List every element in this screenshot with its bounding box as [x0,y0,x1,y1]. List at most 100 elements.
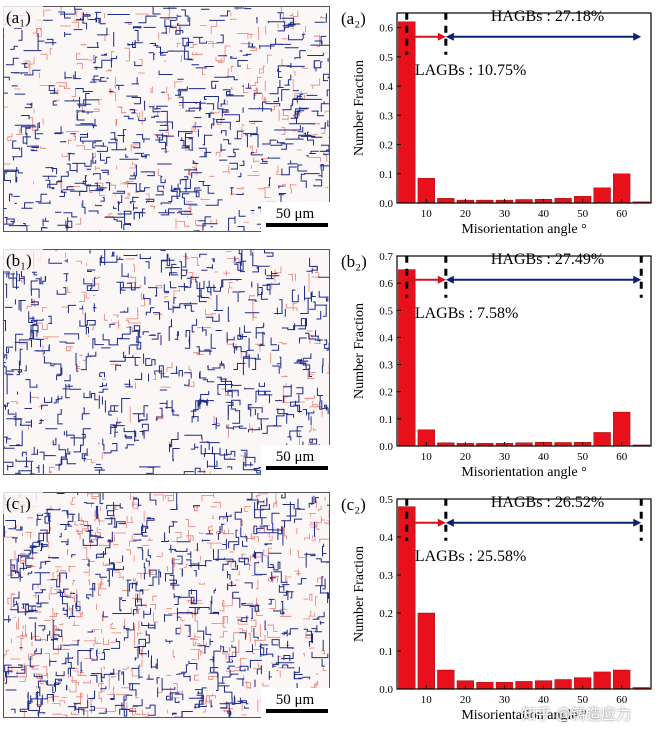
histogram-bar [613,411,631,447]
x-tick-label: 20 [460,694,472,706]
x-tick-label: 10 [421,694,433,706]
histogram-bar [593,187,611,204]
lagb-annotation: LAGBs : 10.75% [415,62,527,79]
y-tick-label: 0.6 [379,23,393,35]
y-tick-label: 0.1 [379,646,393,658]
hagb-boundaries [3,492,330,718]
y-tick-label: 0.6 [379,278,393,290]
histogram-bar [476,681,494,690]
x-tick-label: 40 [538,694,550,706]
ebsd-map: (c₁) 50 μm [3,492,330,718]
lagb-annotation: LAGBs : 7.58% [415,305,519,322]
y-tick-label: 0.2 [379,608,393,620]
y-tick-label: 0.0 [379,198,393,210]
histogram-chart: 0.0 0.1 0.2 0.3 0.4 0.5 10 20 30 40 50 60 Misorienta… [341,494,652,723]
hagb-annotation: HAGBs : 27.49% [491,251,604,268]
y-tick-label: 0.1 [379,414,393,426]
histogram-bar [398,21,416,204]
panel-label: (b₂) [341,252,367,271]
map-label-bg [3,6,43,28]
watermark: 知乎 @铸造应力 [521,705,631,723]
lagb-annotation: LAGBs : 25.58% [415,548,527,565]
y-tick-label: 0.1 [379,169,393,181]
x-tick-label: 10 [421,208,433,220]
histogram-bar [554,198,572,204]
x-axis-label: Misorientation angle ° [461,222,586,237]
x-tick-label: 50 [577,208,589,220]
x-tick-label: 30 [499,208,511,220]
plot-frame [396,498,652,690]
scale-bar [266,223,328,227]
y-tick-label: 0.4 [379,81,393,93]
y-axis-label: Number Fraction [352,546,367,642]
scale-bar [266,466,328,470]
scale-bar [266,709,328,713]
ebsd-map: (b₁) 50 μm [3,249,330,475]
x-tick-label: 60 [616,451,628,463]
x-tick-label: 60 [616,694,628,706]
map-label: (c₁) [6,494,31,513]
histogram-bar [593,671,611,690]
y-tick-label: 0.3 [379,110,393,122]
map-frame [3,249,330,475]
x-tick-label: 50 [577,451,589,463]
hagb-annotation: HAGBs : 26.52% [491,494,604,511]
x-tick-label: 40 [538,208,550,220]
y-axis-label: Number Fraction [352,60,367,156]
plot-frame [396,12,652,204]
y-tick-label: 0.0 [379,441,393,453]
panel-a: (a₁) 50 μm 0.0 0.1 0.2 0.3 0.4 0.5 0.6 10 20 30 40 5… [0,0,659,243]
map-frame [3,492,330,718]
lagb-arrowheads [406,275,446,284]
x-tick-label: 10 [421,451,433,463]
histogram-bar [398,506,416,690]
y-tick-label: 0.3 [379,570,393,582]
x-tick-label: 30 [499,451,511,463]
histogram-bar [437,198,455,204]
panel-c: (c₁) 50 μm 0.0 0.1 0.2 0.3 0.4 0.5 10 20 30 40 50 60… [0,486,659,729]
y-tick-label: 0.7 [379,251,393,263]
panel-b: (b₁) 50 μm 0.0 0.1 0.2 0.3 0.4 0.5 0.6 0.7 10 20 30… [0,243,659,486]
lagb-arrowheads [406,518,446,527]
y-tick-label: 0.5 [379,52,393,64]
ebsd-map: (a₁) 50 μm [3,6,330,232]
y-tick-label: 0.5 [379,305,393,317]
x-tick-label: 60 [616,208,628,220]
panel-label: (c₂) [341,495,366,514]
map-label: (a₁) [6,8,31,27]
histogram-bar [593,432,611,447]
x-tick-label: 20 [460,208,472,220]
map-frame [3,6,330,232]
y-tick-label: 0.4 [379,332,393,344]
panel-label: (a₂) [341,9,366,28]
histogram-bar [554,679,572,690]
scale-bar-label: 50 μm [276,692,315,708]
y-axis-label: Number Fraction [352,303,367,399]
histogram-bar [417,612,435,690]
histogram-bar [613,173,631,204]
histogram-bar [515,681,533,690]
x-axis-label: Misorientation angle ° [461,708,586,723]
hagb-boundaries [3,249,330,475]
x-axis-label: Misorientation angle ° [461,465,586,480]
hagb-annotation: HAGBs : 27.18% [491,8,604,25]
y-tick-label: 0.3 [379,360,393,372]
histogram-chart: 0.0 0.1 0.2 0.3 0.4 0.5 0.6 10 20 30 40 50 60 Misorie… [341,8,652,237]
y-tick-label: 0.0 [379,684,393,696]
x-tick-label: 50 [577,694,589,706]
histogram-bar [437,669,455,690]
scale-bar-label: 50 μm [276,206,315,222]
y-tick-label: 0.5 [379,494,393,506]
map-background [3,249,330,475]
map-label: (b₁) [6,251,32,270]
map-label-bg [3,249,43,271]
x-tick-label: 30 [499,694,511,706]
y-tick-label: 0.4 [379,532,393,544]
map-background [3,492,330,718]
histogram-chart: 0.0 0.1 0.2 0.3 0.4 0.5 0.6 0.7 10 20 30 40 50 60 Miso… [341,251,652,480]
lagb-arrowheads [406,32,446,41]
plot-frame [396,255,652,447]
y-tick-label: 0.2 [379,387,393,399]
y-tick-label: 0.2 [379,140,393,152]
map-label-bg [3,492,43,514]
